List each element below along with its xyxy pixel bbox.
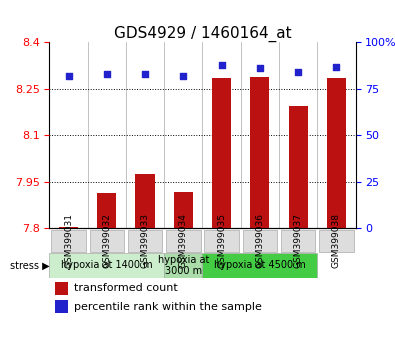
Text: GSM399031: GSM399031 xyxy=(64,213,73,268)
FancyBboxPatch shape xyxy=(319,230,354,252)
Point xyxy=(295,69,301,75)
Point xyxy=(65,73,71,79)
Bar xyxy=(55,282,68,295)
Point xyxy=(333,64,340,69)
Point xyxy=(103,71,110,77)
Point xyxy=(257,66,263,72)
FancyBboxPatch shape xyxy=(202,253,317,278)
FancyBboxPatch shape xyxy=(90,230,124,252)
Bar xyxy=(97,193,117,228)
Text: hypoxia at 4500 m: hypoxia at 4500 m xyxy=(214,261,306,270)
Bar xyxy=(288,106,308,228)
Text: GSM399037: GSM399037 xyxy=(293,213,303,268)
Text: percentile rank within the sample: percentile rank within the sample xyxy=(74,302,262,312)
Point xyxy=(218,62,225,68)
Bar xyxy=(55,300,68,313)
Text: hypoxia at 1400 m: hypoxia at 1400 m xyxy=(61,261,152,270)
Bar xyxy=(327,78,346,228)
Point xyxy=(142,71,148,77)
Text: GSM399038: GSM399038 xyxy=(332,213,341,268)
Text: GSM399036: GSM399036 xyxy=(255,213,264,268)
Text: stress ▶: stress ▶ xyxy=(10,261,49,270)
Point xyxy=(180,73,186,79)
Bar xyxy=(212,78,231,228)
FancyBboxPatch shape xyxy=(166,230,201,252)
Bar xyxy=(250,76,269,228)
FancyBboxPatch shape xyxy=(128,230,162,252)
FancyBboxPatch shape xyxy=(49,253,164,278)
Text: GSM399035: GSM399035 xyxy=(217,213,226,268)
FancyBboxPatch shape xyxy=(164,253,202,278)
Text: GSM399032: GSM399032 xyxy=(102,213,111,268)
Bar xyxy=(135,174,154,228)
FancyBboxPatch shape xyxy=(281,230,315,252)
Text: transformed count: transformed count xyxy=(74,283,178,293)
Text: hypoxia at
3000 m: hypoxia at 3000 m xyxy=(158,255,209,276)
Text: GSM399033: GSM399033 xyxy=(141,213,150,268)
Title: GDS4929 / 1460164_at: GDS4929 / 1460164_at xyxy=(114,26,291,42)
Text: GSM399034: GSM399034 xyxy=(179,213,188,268)
FancyBboxPatch shape xyxy=(243,230,277,252)
FancyBboxPatch shape xyxy=(51,230,86,252)
Bar xyxy=(59,227,78,228)
Bar xyxy=(174,192,193,228)
FancyBboxPatch shape xyxy=(204,230,239,252)
